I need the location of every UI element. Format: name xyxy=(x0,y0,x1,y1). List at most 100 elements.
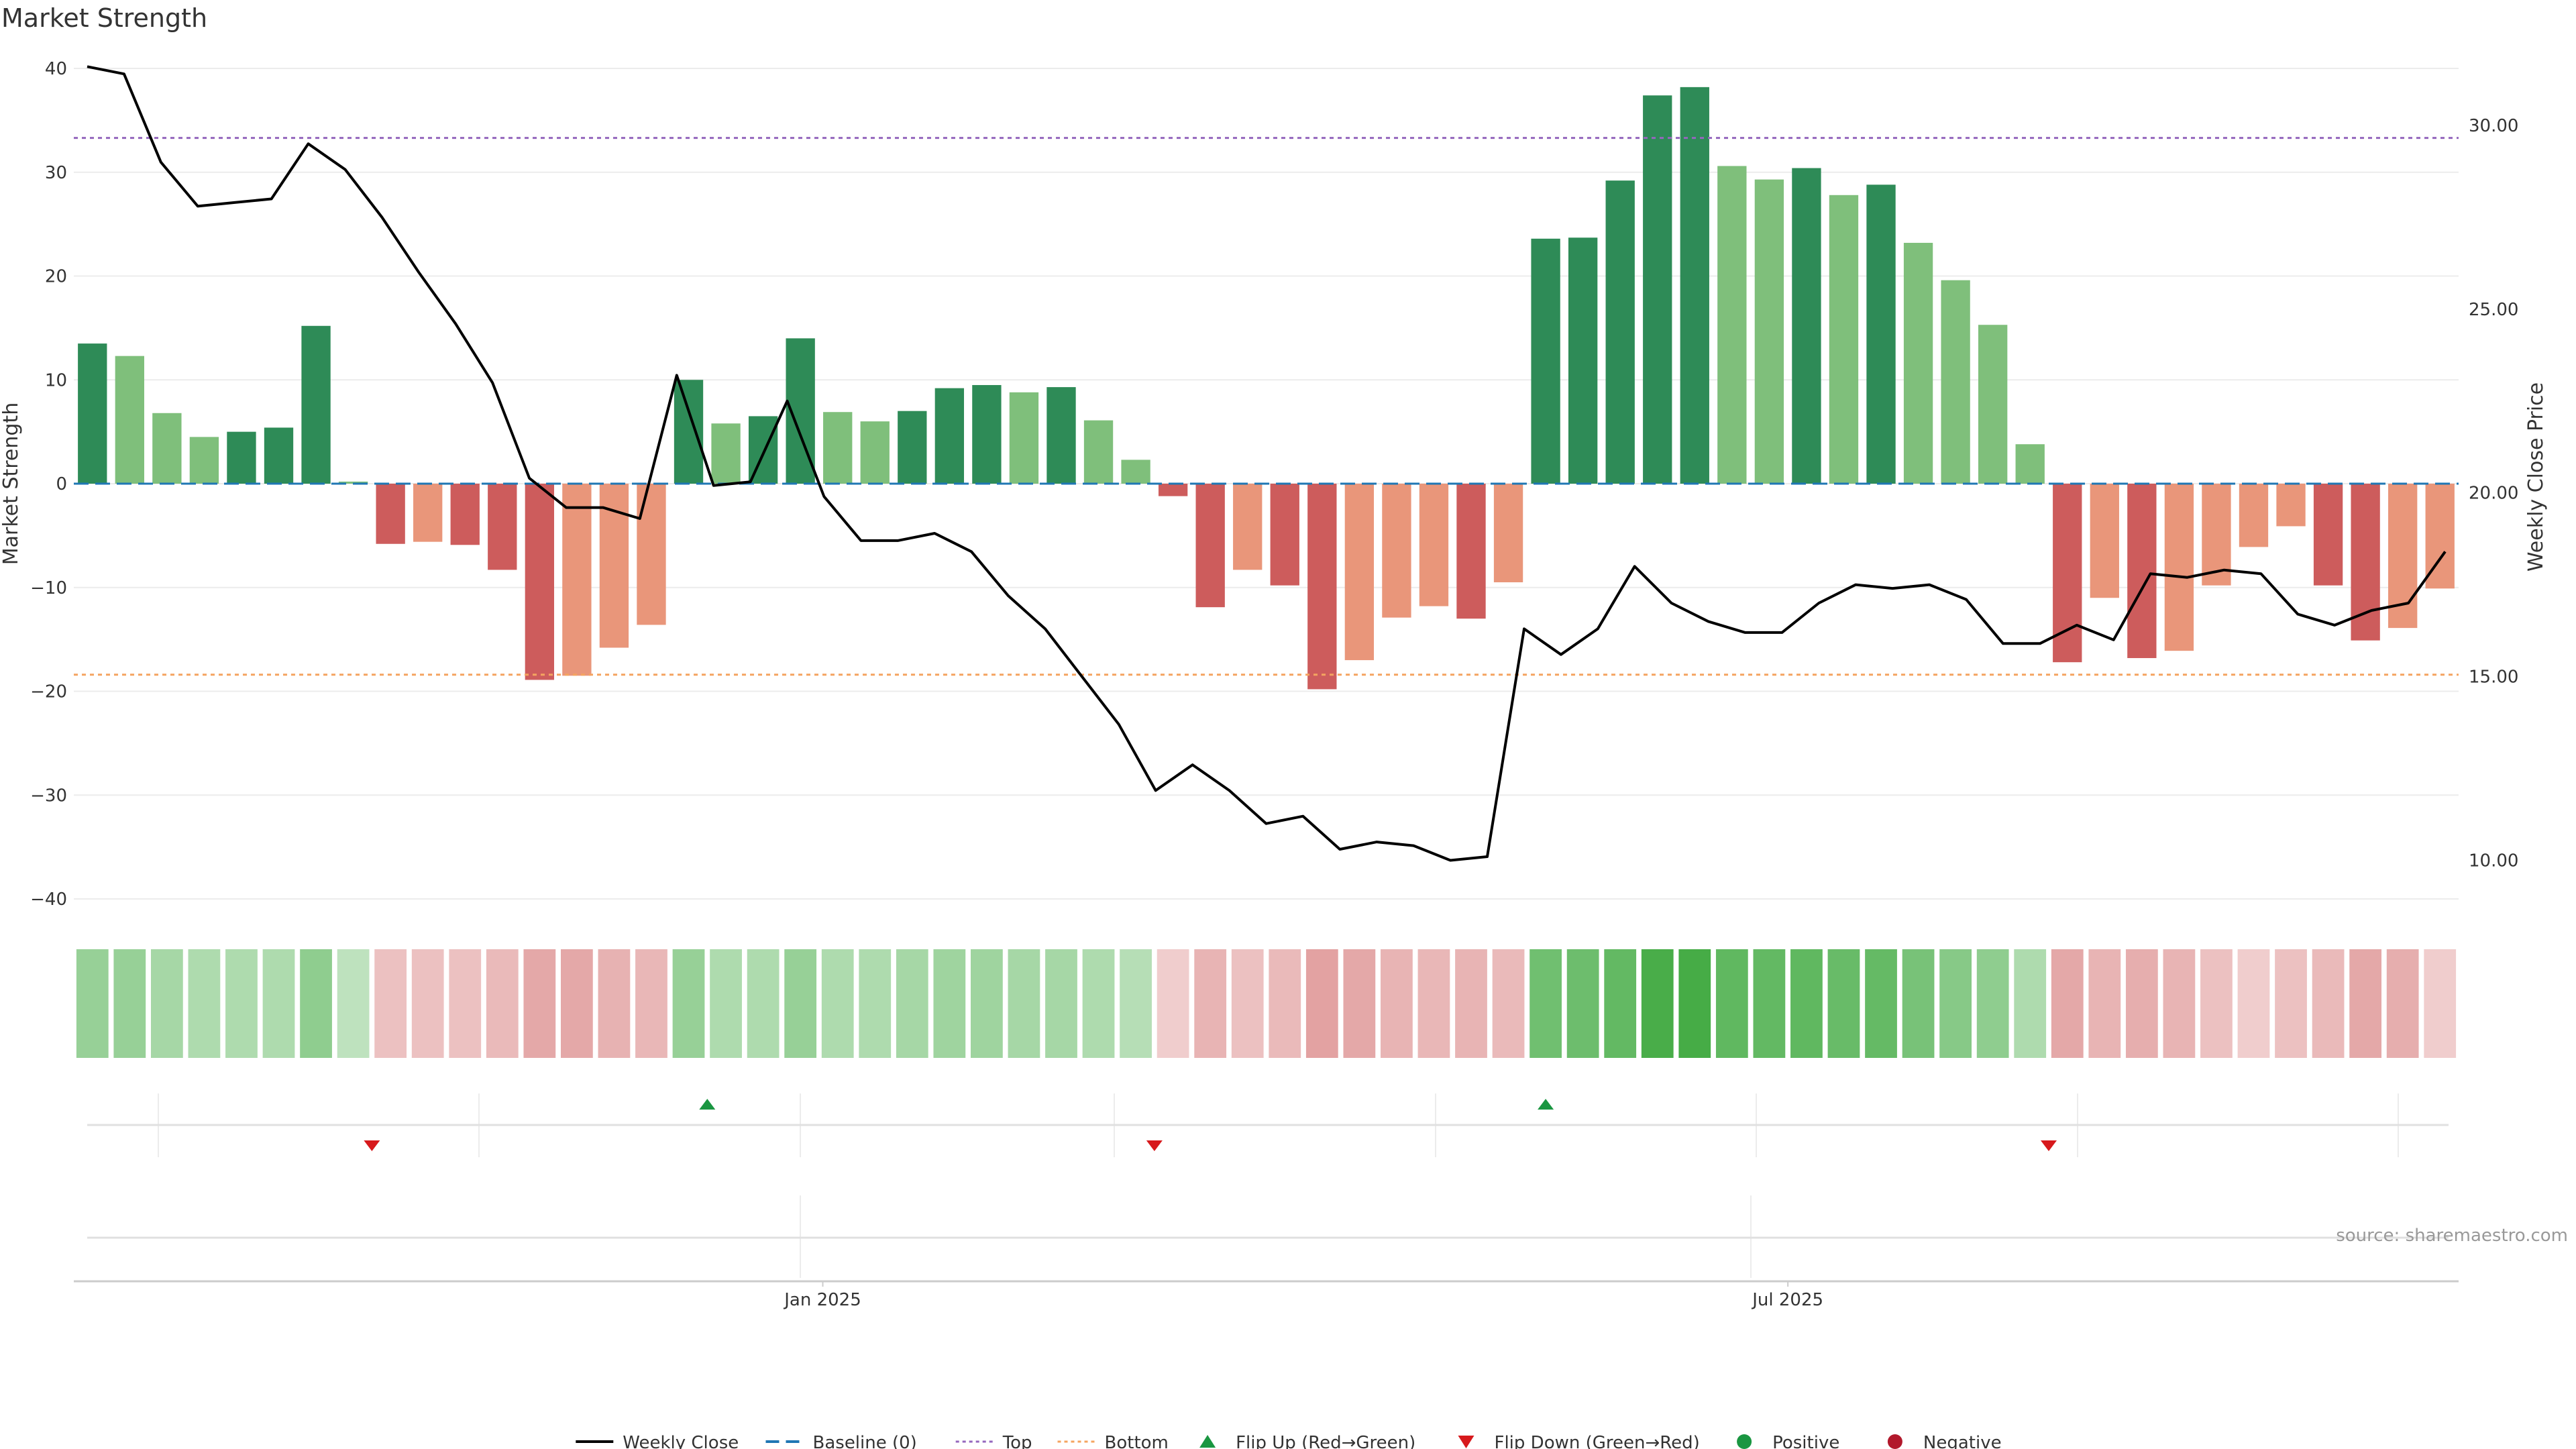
heat-cell xyxy=(76,949,109,1058)
x-axis: Jan 2025 Jul 2025 xyxy=(74,1280,2459,1310)
legend-label: Baseline (0) xyxy=(813,1433,917,1449)
heat-cell xyxy=(113,949,146,1058)
strength-bar xyxy=(1754,179,1784,484)
strength-bar xyxy=(227,431,256,484)
heat-cell xyxy=(1381,949,1413,1058)
strength-bar xyxy=(2090,484,2119,598)
heat-cell xyxy=(821,949,854,1058)
heat-cell xyxy=(225,949,258,1058)
strength-bar xyxy=(637,484,666,625)
reference-lines xyxy=(74,137,2459,676)
strength-bar xyxy=(1643,95,1672,484)
strength-bar xyxy=(1866,184,1896,484)
flip-down-marker xyxy=(364,1140,380,1151)
y-tick-label: −20 xyxy=(30,682,67,702)
y2-tick-label: 15.00 xyxy=(2469,667,2518,688)
strength-bar xyxy=(1009,392,1039,484)
heat-cell xyxy=(300,949,332,1058)
heat-cell xyxy=(784,949,817,1058)
heat-cell xyxy=(1231,949,1264,1058)
flip-down-marker xyxy=(1146,1140,1163,1151)
heat-cell xyxy=(1305,949,1338,1058)
legend-item: Negative xyxy=(1887,1433,2002,1449)
strength-bar xyxy=(1456,484,1486,619)
heat-cell xyxy=(1678,949,1711,1058)
heat-cell xyxy=(486,949,519,1058)
y2-tick-label: 25.00 xyxy=(2469,300,2518,320)
y-axis-label: Market Strength xyxy=(0,402,23,565)
strength-bar xyxy=(1531,238,1560,484)
strength-bar xyxy=(189,437,219,484)
heat-cell xyxy=(262,949,295,1058)
y-tick-label: 30 xyxy=(45,163,67,183)
heat-cell xyxy=(1082,949,1115,1058)
heat-cell xyxy=(971,949,1003,1058)
strength-bar xyxy=(1568,237,1598,484)
heat-cell xyxy=(411,949,444,1058)
heat-cell xyxy=(2163,949,2196,1058)
y-tick-label: 0 xyxy=(56,474,67,494)
heat-cell xyxy=(1715,949,1748,1058)
legend-label: Flip Down (Green→Red) xyxy=(1495,1433,1700,1449)
strength-bar xyxy=(562,484,592,676)
strength-bar xyxy=(450,484,480,545)
y2-tick-label: 10.00 xyxy=(2469,851,2518,871)
strength-bar xyxy=(2053,484,2082,663)
heat-cell xyxy=(2237,949,2270,1058)
strength-bar xyxy=(2127,484,2157,658)
heat-cell xyxy=(1566,949,1599,1058)
y-tick-label: 40 xyxy=(45,59,67,79)
flip-up-marker xyxy=(699,1099,716,1110)
left-axis: 40 30 20 10 0 −10 −20 −30 −40 Market Strength xyxy=(0,59,67,910)
strength-bar xyxy=(1195,484,1225,608)
strength-bar xyxy=(711,423,741,484)
y-tick-label: −30 xyxy=(30,786,67,806)
heat-cell xyxy=(2051,949,2084,1058)
strength-bar xyxy=(1307,484,1337,690)
heat-cell xyxy=(1455,949,1487,1058)
strength-bar xyxy=(2276,484,2306,527)
strength-bars xyxy=(78,87,2455,690)
heat-cell xyxy=(560,949,593,1058)
strength-bar xyxy=(2239,484,2269,547)
heat-cell xyxy=(1529,949,1562,1058)
strength-bar xyxy=(1829,195,1859,484)
heat-cell xyxy=(1604,949,1637,1058)
strength-bar xyxy=(264,427,294,484)
legend-item: Baseline (0) xyxy=(765,1433,917,1449)
heat-cell xyxy=(2312,949,2345,1058)
strength-bar xyxy=(1083,420,1114,484)
heat-cell xyxy=(1269,949,1301,1058)
heat-cell xyxy=(374,949,407,1058)
strength-bar xyxy=(934,388,965,484)
heat-cell xyxy=(1939,949,1972,1058)
heat-cell xyxy=(2349,949,2382,1058)
legend-label: Weekly Close xyxy=(623,1433,739,1449)
strength-bar xyxy=(860,421,890,484)
heat-cell xyxy=(1790,949,1823,1058)
heat-cell xyxy=(523,949,556,1058)
strength-bar xyxy=(1382,484,1411,618)
source-note: source: sharemaestro.com xyxy=(2336,1226,2568,1246)
legend: Weekly Close Baseline (0) Top Bottom Flip Up… xyxy=(576,1433,2002,1449)
strength-bar xyxy=(674,380,704,484)
weekly-close-line xyxy=(87,65,2447,862)
y-tick-label: 20 xyxy=(45,267,67,287)
strength-bar xyxy=(1121,460,1150,484)
legend-item: Flip Up (Red→Green) xyxy=(1199,1433,1415,1449)
heat-cell xyxy=(2386,949,2419,1058)
heat-cell xyxy=(1492,949,1525,1058)
heat-cell xyxy=(188,949,221,1058)
legend-flip-down-icon xyxy=(1458,1436,1474,1448)
legend-dot-icon xyxy=(1887,1434,1902,1449)
legend-item: Positive xyxy=(1737,1433,1839,1449)
heat-cell xyxy=(896,949,928,1058)
heat-cell xyxy=(2200,949,2233,1058)
legend-dot-icon xyxy=(1737,1434,1752,1449)
legend-label: Positive xyxy=(1772,1433,1839,1449)
heat-cell xyxy=(150,949,183,1058)
heat-cell xyxy=(1343,949,1376,1058)
legend-label: Top xyxy=(1002,1433,1032,1449)
strength-bar xyxy=(1941,280,1970,484)
heat-cell xyxy=(337,949,370,1058)
